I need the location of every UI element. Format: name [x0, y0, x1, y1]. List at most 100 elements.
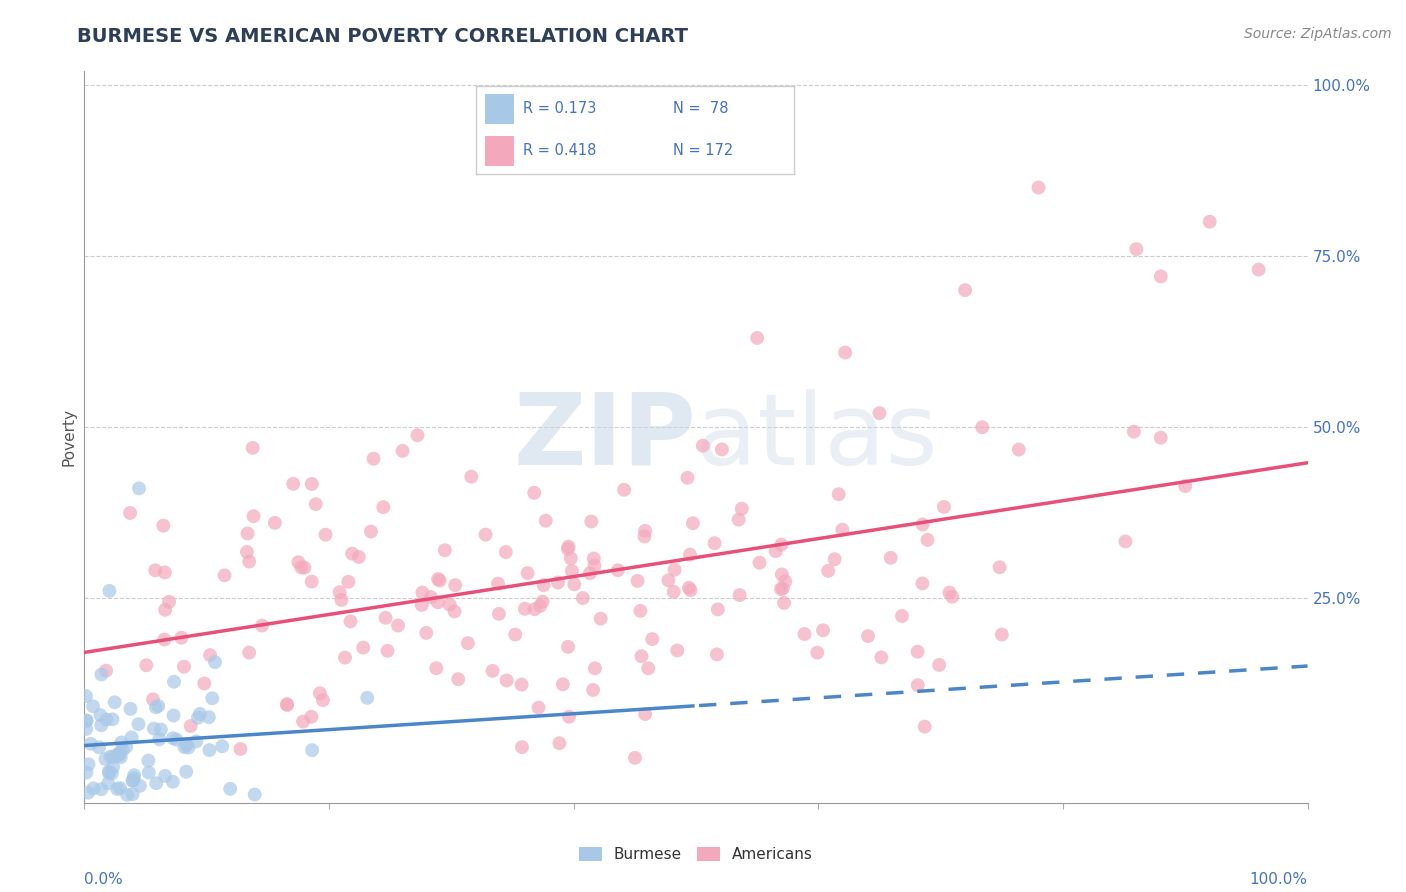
Point — [474, 527, 496, 541]
Point — [162, 774, 184, 789]
Point — [558, 709, 581, 723]
Point — [444, 578, 467, 592]
Point — [145, 700, 167, 714]
Point — [613, 483, 636, 497]
Point — [340, 547, 363, 561]
Point — [103, 750, 125, 764]
Point — [128, 779, 150, 793]
Point — [120, 702, 142, 716]
Point — [425, 661, 447, 675]
Point — [152, 518, 174, 533]
Point — [250, 618, 273, 632]
Point — [991, 627, 1014, 641]
Point — [503, 627, 526, 641]
Point — [329, 585, 352, 599]
Point — [682, 516, 704, 531]
Point — [1174, 479, 1197, 493]
Point — [142, 692, 165, 706]
Point — [770, 538, 793, 552]
Point — [486, 576, 509, 591]
Point — [111, 743, 134, 757]
Point — [236, 545, 259, 559]
Point — [149, 723, 172, 737]
Point — [533, 578, 555, 592]
Point — [337, 574, 360, 589]
Point — [419, 590, 441, 604]
Point — [243, 788, 266, 802]
Point — [406, 428, 429, 442]
Point — [676, 471, 699, 485]
Point — [94, 664, 117, 678]
Point — [579, 566, 602, 581]
Point — [301, 710, 323, 724]
Point — [411, 585, 433, 599]
Point — [1198, 215, 1220, 229]
Point — [153, 603, 176, 617]
Point — [201, 691, 224, 706]
Point — [641, 632, 664, 646]
Point — [339, 615, 361, 629]
Point — [557, 540, 579, 554]
Point — [831, 523, 853, 537]
Point — [443, 604, 465, 618]
Point — [1247, 262, 1270, 277]
Point — [153, 566, 176, 580]
Point — [135, 658, 157, 673]
Point — [177, 740, 200, 755]
Point — [775, 574, 797, 589]
Point — [562, 577, 585, 591]
Point — [276, 698, 298, 712]
Point — [411, 598, 433, 612]
Point — [572, 591, 595, 605]
Point — [387, 618, 409, 632]
Point — [242, 509, 264, 524]
Point — [582, 551, 605, 566]
Point — [301, 574, 323, 589]
Point — [557, 640, 579, 654]
Point — [363, 451, 385, 466]
Point — [624, 751, 647, 765]
Point — [727, 513, 749, 527]
Point — [198, 648, 221, 662]
Point — [547, 575, 569, 590]
Point — [108, 780, 131, 795]
Point — [531, 594, 554, 608]
Point — [236, 526, 259, 541]
Point — [457, 636, 479, 650]
Point — [560, 551, 582, 566]
Point — [374, 611, 396, 625]
Point — [891, 609, 914, 624]
Point — [692, 439, 714, 453]
Point — [186, 734, 208, 748]
Point — [1114, 534, 1136, 549]
Point — [90, 718, 112, 732]
Point — [666, 643, 689, 657]
Point — [433, 543, 456, 558]
Point — [229, 742, 252, 756]
Point — [356, 690, 378, 705]
Point — [427, 595, 450, 609]
Text: 100.0%: 100.0% — [1250, 872, 1308, 888]
Point — [145, 776, 167, 790]
Point — [523, 602, 546, 616]
Point — [1150, 431, 1173, 445]
Point — [98, 766, 121, 780]
Point — [856, 629, 879, 643]
Point — [238, 646, 260, 660]
Point — [427, 572, 450, 586]
Point — [108, 746, 131, 760]
Point — [972, 420, 994, 434]
Point — [110, 735, 132, 749]
Point — [932, 500, 955, 514]
Point — [523, 485, 546, 500]
Point — [121, 731, 143, 745]
Point — [561, 564, 583, 578]
Point — [510, 678, 533, 692]
Point — [127, 717, 149, 731]
Point — [516, 566, 538, 580]
Point — [153, 632, 176, 647]
Point — [583, 661, 606, 675]
Y-axis label: Poverty: Poverty — [60, 408, 76, 467]
Point — [162, 731, 184, 746]
Point — [115, 788, 138, 802]
